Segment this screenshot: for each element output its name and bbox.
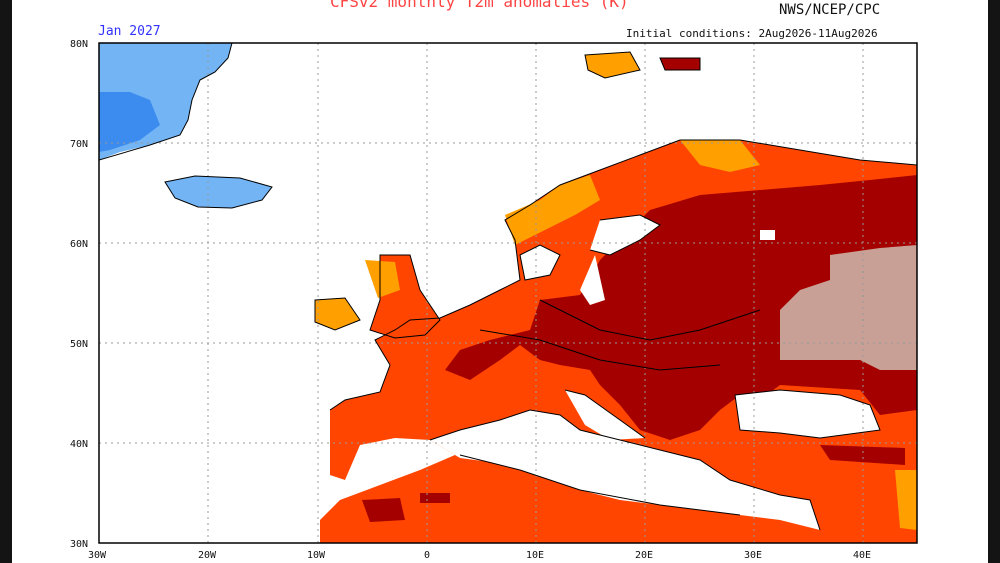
lat-label: 80N <box>70 39 88 50</box>
lon-label: 10W <box>307 550 326 561</box>
lon-label: 40E <box>853 550 871 561</box>
iceland-anomaly <box>165 176 272 208</box>
right-black-bar <box>988 0 1000 563</box>
lat-label: 30N <box>70 539 88 550</box>
lon-label: 20W <box>198 550 217 561</box>
lon-label: 20E <box>635 550 653 561</box>
lon-label: 30W <box>88 550 107 561</box>
longitude-labels: 30W 20W 10W 0 10E 20E 30E 40E <box>88 550 871 561</box>
agency-label: NWS/NCEP/CPC <box>779 2 881 18</box>
map-title: CFSv2 monthly T2m anomalies (K) <box>330 0 629 11</box>
anomaly-fill-layer <box>99 43 917 543</box>
coastlines <box>99 43 917 531</box>
lat-label: 70N <box>70 139 88 150</box>
left-black-bar <box>0 0 12 563</box>
lat-label: 40N <box>70 439 88 450</box>
lon-label: 30E <box>744 550 762 561</box>
grid-lines <box>99 43 917 543</box>
lon-label: 0 <box>424 550 430 561</box>
lat-label: 50N <box>70 339 88 350</box>
lat-label: 60N <box>70 239 88 250</box>
initial-conditions-label: Initial conditions: 2Aug2026-11Aug2026 <box>626 27 878 40</box>
lon-label: 10E <box>526 550 544 561</box>
plot-frame <box>98 42 918 544</box>
forecast-month-label: Jan 2027 <box>98 24 161 39</box>
dark-red-anomaly <box>445 175 917 440</box>
latitude-labels: 80N 70N 60N 50N 40N 30N <box>70 39 88 550</box>
highest-anomaly <box>780 245 917 370</box>
